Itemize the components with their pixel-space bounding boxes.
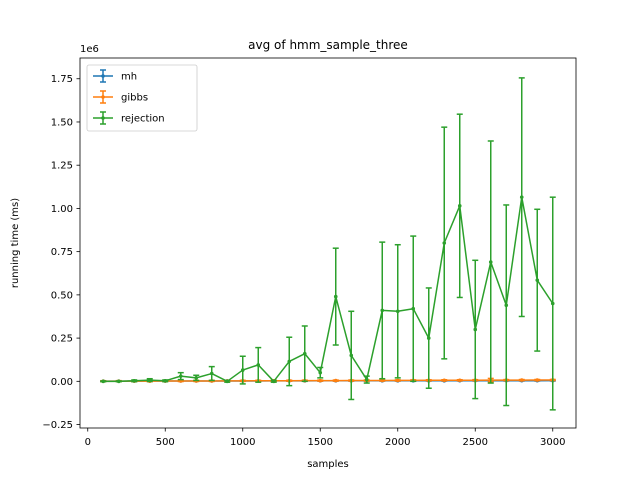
plot-frame xyxy=(79,57,577,429)
y-tick-label: −0.25 xyxy=(42,420,73,431)
data-point xyxy=(457,378,462,383)
x-axis-label: samples xyxy=(307,459,349,470)
data-point xyxy=(457,204,462,208)
data-point xyxy=(318,370,323,375)
y-axis: −0.25 0.00 0.25 0.50 0.75 1.00 1.25 1.50 1.75 xyxy=(42,74,80,431)
y-tick-label: 1.00 xyxy=(51,204,73,215)
chart-title: avg of hmm_sample_three xyxy=(248,38,408,52)
x-tick-label: 3000 xyxy=(540,437,565,448)
data-point xyxy=(473,327,478,332)
data-point xyxy=(535,278,540,282)
data-point xyxy=(380,308,385,313)
y-tick-label: 1.75 xyxy=(51,74,73,85)
data-point xyxy=(101,379,106,384)
y-tick-label: 0.50 xyxy=(51,290,73,301)
data-point xyxy=(364,377,369,382)
data-point xyxy=(287,359,292,364)
plot-marks xyxy=(100,77,556,411)
data-point xyxy=(349,353,354,358)
y-tick-label: 1.50 xyxy=(51,117,73,128)
data-point xyxy=(442,241,447,245)
legend-box xyxy=(86,64,198,132)
data-point xyxy=(256,363,261,367)
y-tick-label: 1.25 xyxy=(51,161,73,172)
legend-entry-rejection: rejection xyxy=(93,111,165,125)
y-axis-label: running time (ms) xyxy=(10,198,21,288)
y-tick-label: 0.00 xyxy=(51,377,73,388)
data-point xyxy=(426,336,431,340)
data-point xyxy=(333,378,338,383)
legend-label: rejection xyxy=(121,114,165,125)
y-scale-label: 1e6 xyxy=(80,44,99,55)
series-rejection xyxy=(100,77,556,411)
y-tick-label: 0.25 xyxy=(51,334,73,345)
y-tick-label: 0.75 xyxy=(51,247,73,258)
data-point xyxy=(178,374,183,378)
data-point xyxy=(209,371,214,376)
x-tick-label: 0 xyxy=(85,437,91,448)
legend-marker xyxy=(101,95,105,99)
legend-marker xyxy=(101,116,105,120)
data-point xyxy=(194,376,199,380)
data-point xyxy=(519,195,524,199)
data-point xyxy=(550,301,555,306)
data-point xyxy=(411,306,416,311)
data-point xyxy=(380,378,385,383)
series-line xyxy=(103,196,554,383)
legend-label: gibbs xyxy=(121,93,148,104)
legend-label: mh xyxy=(121,72,137,83)
x-tick-label: 500 xyxy=(156,437,175,448)
data-point xyxy=(488,260,493,264)
x-tick-label: 2500 xyxy=(463,437,488,448)
data-point xyxy=(225,379,230,384)
data-point xyxy=(395,309,400,314)
data-point xyxy=(504,303,509,308)
data-point xyxy=(395,378,400,383)
series-line xyxy=(103,379,553,382)
data-point xyxy=(333,294,338,299)
data-point xyxy=(318,378,323,383)
data-point xyxy=(147,378,152,382)
data-point xyxy=(442,378,447,383)
data-point xyxy=(302,351,307,356)
legend-marker xyxy=(101,74,105,78)
data-point xyxy=(240,368,245,372)
legend: mh gibbs rejection xyxy=(86,64,198,132)
legend-entry-mh: mh xyxy=(93,69,137,83)
x-axis: 0 500 1000 1500 2000 2500 3000 xyxy=(85,428,565,448)
data-point xyxy=(163,378,168,383)
data-point xyxy=(132,378,137,383)
legend-entry-gibbs: gibbs xyxy=(93,90,148,104)
x-tick-label: 1000 xyxy=(230,437,255,448)
data-point xyxy=(116,379,121,384)
data-point xyxy=(519,378,524,382)
x-tick-label: 1500 xyxy=(308,437,333,448)
data-point xyxy=(535,378,540,382)
x-tick-label: 2000 xyxy=(385,437,410,448)
data-point xyxy=(271,379,276,384)
